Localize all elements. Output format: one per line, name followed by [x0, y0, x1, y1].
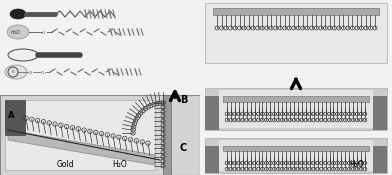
- FancyBboxPatch shape: [219, 140, 373, 171]
- FancyBboxPatch shape: [223, 146, 369, 151]
- Text: A: A: [8, 111, 15, 120]
- FancyBboxPatch shape: [0, 95, 200, 175]
- Text: H₂O: H₂O: [349, 160, 364, 169]
- Text: S: S: [12, 70, 14, 74]
- FancyBboxPatch shape: [205, 138, 387, 173]
- FancyBboxPatch shape: [205, 88, 387, 130]
- Text: Gold: Gold: [56, 160, 74, 169]
- Text: H₂O: H₂O: [113, 160, 127, 169]
- Polygon shape: [8, 130, 155, 165]
- FancyBboxPatch shape: [223, 96, 369, 102]
- Text: C: C: [180, 143, 187, 153]
- FancyBboxPatch shape: [0, 0, 200, 175]
- Text: O: O: [28, 71, 32, 75]
- Text: $H_2O$: $H_2O$: [10, 29, 22, 37]
- FancyBboxPatch shape: [205, 96, 219, 130]
- FancyBboxPatch shape: [163, 95, 171, 175]
- Ellipse shape: [10, 9, 26, 19]
- Text: B: B: [180, 95, 187, 105]
- FancyBboxPatch shape: [219, 90, 373, 128]
- FancyBboxPatch shape: [373, 96, 387, 130]
- FancyBboxPatch shape: [373, 146, 387, 173]
- Ellipse shape: [7, 25, 29, 39]
- FancyBboxPatch shape: [205, 146, 219, 173]
- Text: O: O: [40, 71, 44, 75]
- Ellipse shape: [5, 65, 27, 79]
- FancyBboxPatch shape: [200, 0, 392, 175]
- Ellipse shape: [8, 49, 38, 61]
- Text: O: O: [42, 31, 45, 35]
- FancyBboxPatch shape: [213, 8, 379, 15]
- FancyBboxPatch shape: [5, 100, 25, 135]
- FancyBboxPatch shape: [5, 100, 155, 170]
- FancyBboxPatch shape: [205, 3, 387, 63]
